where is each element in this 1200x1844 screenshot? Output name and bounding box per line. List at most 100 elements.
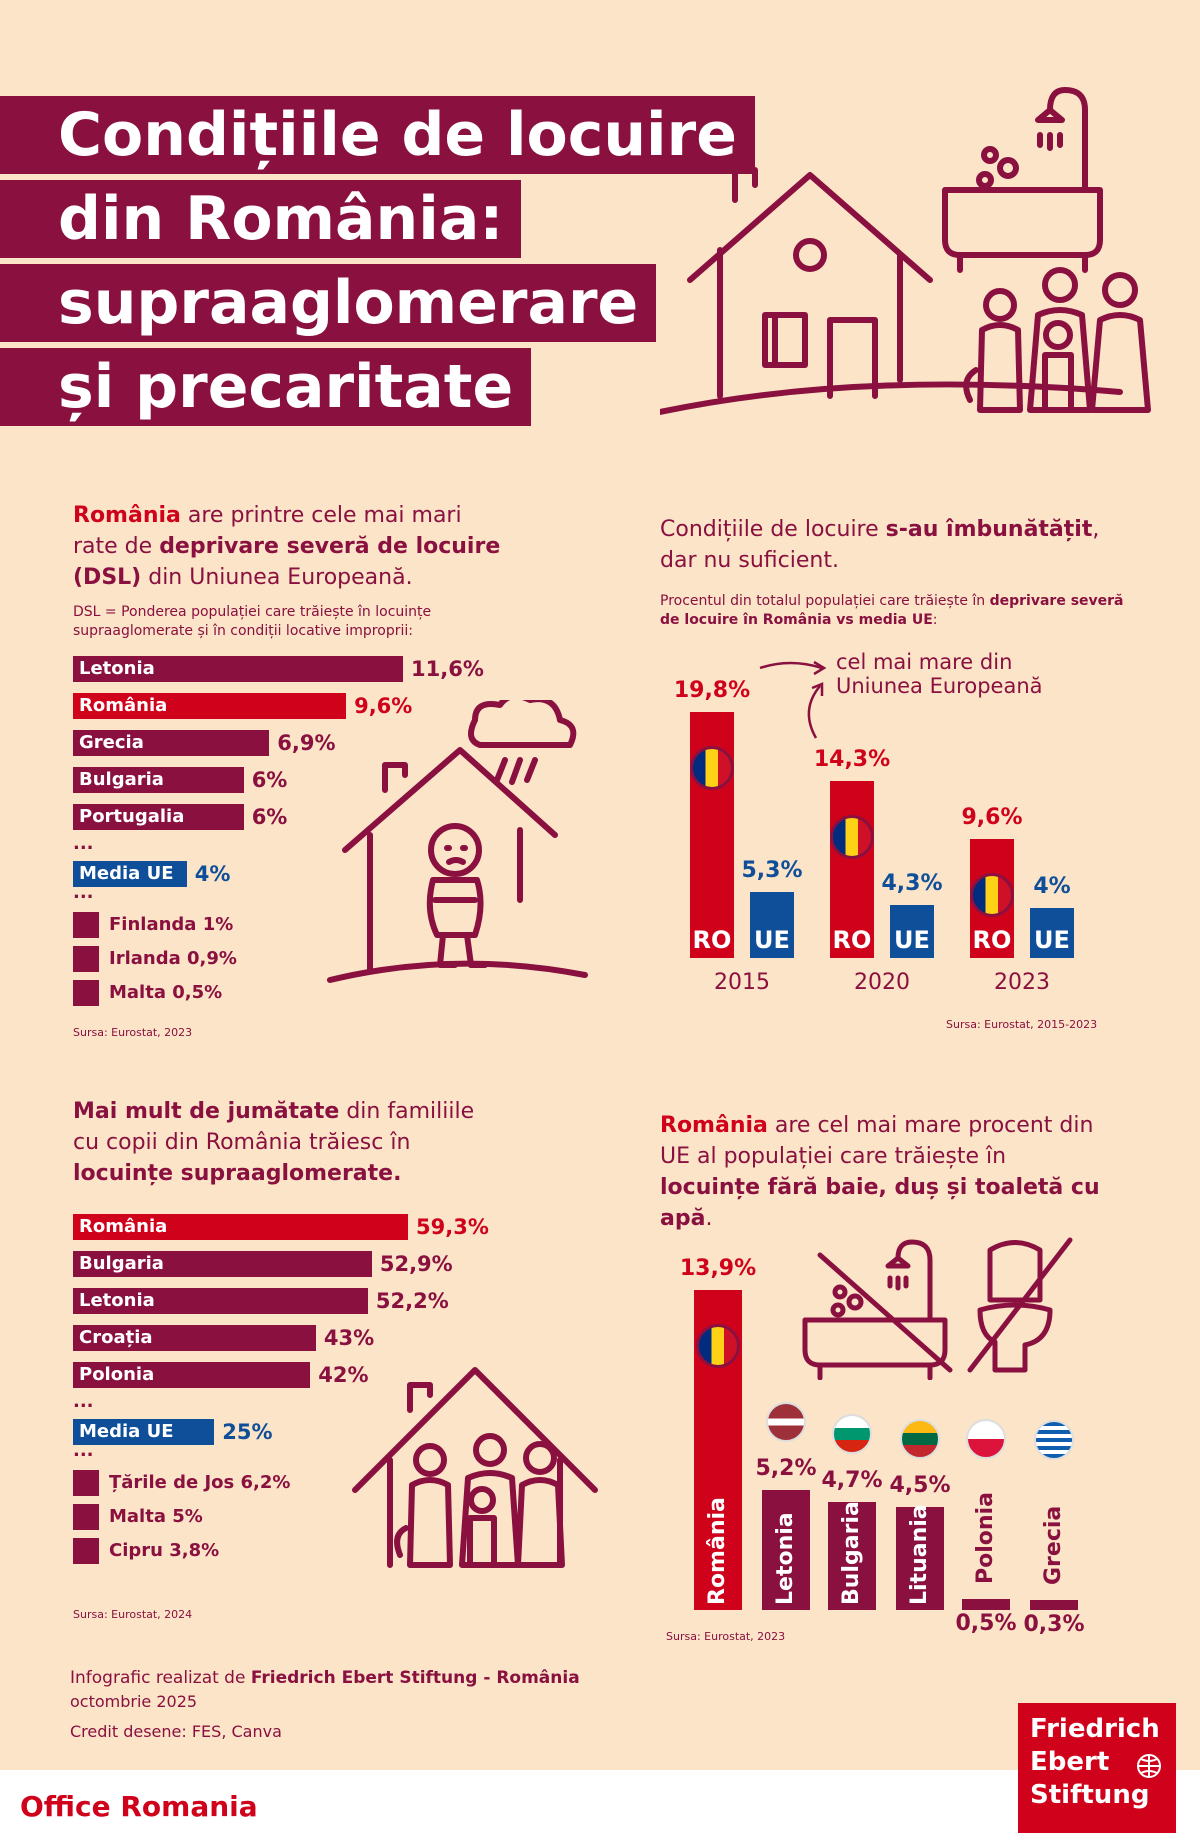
label-malta: Malta 0,5% xyxy=(109,982,223,1003)
bar-romania: România xyxy=(73,693,347,719)
office-romania-label: Office Romania xyxy=(20,1790,258,1823)
value-grecia: 0,3% xyxy=(1023,1612,1085,1637)
section1-intro: România are printre cele mai mari rate d… xyxy=(73,503,501,590)
value-bulgaria: 6% xyxy=(251,768,288,792)
value-tarile-de-jos: 6,2% xyxy=(240,1472,291,1493)
logo-line-3: Stiftung xyxy=(1030,1780,1150,1810)
value-grecia: 6,9% xyxy=(277,731,336,755)
value-polonia: 0,5% xyxy=(955,1610,1017,1636)
child-in-house-illustration xyxy=(327,700,588,983)
flag-letonia-icon xyxy=(766,1402,806,1443)
flag-bulgaria-icon xyxy=(832,1413,872,1454)
value-malta: 5% xyxy=(172,1506,203,1527)
bar-lituania xyxy=(896,1506,944,1610)
value-lituania: 4,5% xyxy=(889,1472,951,1498)
ellipsis-2: ... xyxy=(73,1440,94,1461)
house-family-illustration xyxy=(660,87,1151,415)
section1-note: DSL = Ponderea populației care trăiește … xyxy=(73,604,432,639)
ellipsis-2: ... xyxy=(73,882,94,903)
value-irlanda: 0,9% xyxy=(187,948,237,969)
bar-croatia: Croația xyxy=(73,1325,316,1351)
value-romania: 9,6% xyxy=(354,694,413,718)
bar-ro-2023: RO xyxy=(970,838,1014,958)
section4-intro: România are cel mai mare procent din UE … xyxy=(660,1113,1100,1231)
romania-flag-icon xyxy=(970,872,1014,917)
bar-letonia: Letonia xyxy=(73,656,403,682)
family-in-house-illustration xyxy=(352,1367,598,1568)
title-line-2: din România: xyxy=(0,180,522,258)
year-label-2023: 2023 xyxy=(994,970,1050,995)
bar-polonia: Polonia xyxy=(73,1362,311,1388)
romania-flag-icon xyxy=(830,814,874,859)
bar-label-grecia: Grecia xyxy=(1041,1505,1066,1585)
section3-intro: Mai mult de jumătate din familiile cu co… xyxy=(73,1099,475,1186)
label-cipru: Cipru 3,8% xyxy=(109,1540,220,1561)
value-letonia: 11,6% xyxy=(411,657,484,681)
bar-ro-2015: RO xyxy=(690,712,734,958)
bar-media-ue: Media UE xyxy=(73,1419,215,1445)
value-media-ue: 25% xyxy=(222,1420,273,1444)
bar-cipru xyxy=(73,1538,99,1564)
bar-romania: România xyxy=(73,1214,408,1240)
bar-bulgaria xyxy=(828,1501,876,1610)
credit-drawings: Credit desene: FES, Canva xyxy=(70,1722,282,1741)
value-bulgaria: 4,7% xyxy=(821,1467,883,1493)
section2-source: Sursa: Eurostat, 2015-2023 xyxy=(946,1018,1098,1031)
credit-date: octombrie 2025 xyxy=(70,1692,198,1711)
bar-polonia xyxy=(962,1598,1010,1610)
annotation-arrows xyxy=(759,660,827,739)
bar-finlanda xyxy=(73,912,99,938)
bar-label-polonia: Polonia xyxy=(973,1491,998,1584)
value-romania: 59,3% xyxy=(416,1215,489,1239)
bar-malta xyxy=(73,1504,99,1530)
romania-flag-icon xyxy=(690,746,734,791)
bar-letonia: Letonia xyxy=(73,1288,368,1314)
logo-line-1: Friedrich xyxy=(1030,1714,1160,1744)
bar-label-romania: România xyxy=(705,1497,730,1605)
bar-tarile-de-jos xyxy=(73,1470,99,1496)
value-ue-2023: 4% xyxy=(1033,874,1071,900)
bar-bulgaria: Bulgaria xyxy=(73,1251,372,1277)
title-line-3: supraaglomerare xyxy=(0,264,657,342)
bar-grecia xyxy=(1030,1600,1078,1610)
value-letonia: 52,2% xyxy=(375,1289,449,1313)
value-ro-2015: 19,8% xyxy=(673,678,751,704)
bar-label-lituania: Lituania xyxy=(907,1504,932,1605)
logo-line-2: Ebert xyxy=(1030,1747,1110,1777)
bar-ro-2020: RO xyxy=(830,780,874,958)
flag-grecia-icon xyxy=(1034,1420,1074,1460)
value-bulgaria: 52,9% xyxy=(379,1252,453,1276)
value-malta: 0,5% xyxy=(172,982,223,1003)
fes-logo: Friedrich Ebert Stiftung xyxy=(1018,1703,1176,1833)
bar-ue-2023: UE xyxy=(1030,908,1074,958)
value-letonia: 5,2% xyxy=(755,1456,817,1482)
bar-portugalia: Portugalia xyxy=(73,804,244,830)
ellipsis-1: ... xyxy=(73,833,94,854)
bar-media-ue: Media UE xyxy=(73,861,187,887)
value-croatia: 43% xyxy=(323,1326,375,1350)
value-polonia: 42% xyxy=(318,1363,369,1387)
bar-label-bulgaria: Bulgaria xyxy=(839,1501,864,1605)
bar-ue-2015: UE xyxy=(750,892,794,958)
bar-label-ro-2023: RO xyxy=(972,925,1012,954)
bar-letonia xyxy=(762,1490,810,1610)
no-bath-toilet-illustration xyxy=(802,1237,1073,1380)
bar-label-ue-2020: UE xyxy=(894,925,930,954)
value-ro-2023: 9,6% xyxy=(961,804,1023,830)
title-line-1: Condițiile de locuire xyxy=(0,96,755,174)
bar-bulgaria: Bulgaria xyxy=(73,767,244,793)
label-irlanda: Irlanda 0,9% xyxy=(109,948,237,969)
highest-eu-annotation: cel mai mare din Uniunea Europeană xyxy=(836,650,1043,698)
bar-label-ue-2023: UE xyxy=(1034,925,1070,954)
section2-intro: Condițiile de locuire s-au îmbunătățit, … xyxy=(660,517,1100,573)
label-malta: Malta 5% xyxy=(109,1506,203,1527)
footer-bar: Office Romania xyxy=(0,1770,1200,1844)
bar-irlanda xyxy=(73,946,99,972)
title-line-4: și precaritate xyxy=(0,348,532,426)
section4-source: Sursa: Eurostat, 2023 xyxy=(666,1630,786,1643)
bar-ue-2020: UE xyxy=(890,904,934,958)
section3-source: Sursa: Eurostat, 2024 xyxy=(73,1608,193,1621)
ellipsis-1: ... xyxy=(73,1391,94,1412)
credit-line: Infografic realizat de Friedrich Ebert S… xyxy=(70,1668,580,1688)
section1-source: Sursa: Eurostat, 2023 xyxy=(73,1026,193,1039)
